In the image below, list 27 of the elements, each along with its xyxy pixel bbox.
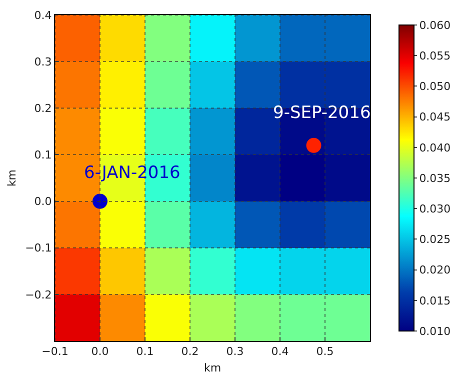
y-tick-label: 0.0: [34, 195, 52, 208]
x-tick-label: 0.2: [181, 345, 199, 358]
color-bar-label: 0.020: [419, 264, 451, 277]
x-tick-label: 0.0: [91, 345, 109, 358]
color-bar-label: 0.045: [419, 110, 451, 124]
x-tick-label: 0.3: [226, 345, 244, 358]
x-tick-label: 0.4: [271, 345, 289, 358]
y-tick-label: 0.2: [34, 102, 52, 115]
y-tick-label: 0.1: [34, 148, 52, 162]
color-bar-label: 0.030: [419, 202, 451, 216]
color-bar-label: 0.060: [419, 18, 451, 32]
color-bar-label: 0.040: [419, 141, 451, 154]
y-axis-title: km: [6, 169, 19, 187]
color-bar-label: 0.015: [419, 294, 451, 308]
annotation: 9-SEP-2016: [273, 103, 371, 123]
y-tick-label: 0.4: [34, 8, 52, 22]
x-tick-label: 0.1: [136, 345, 154, 358]
y-tick-label: 0.3: [34, 55, 52, 68]
color-bar-label: 0.055: [419, 49, 451, 62]
y-tick-label: −0.1: [25, 242, 52, 255]
color-bar-label: 0.025: [419, 233, 451, 246]
color-bar-label: 0.050: [419, 80, 451, 94]
y-tick-label: −0.2: [25, 288, 52, 302]
x-tick-label: 0.5: [316, 345, 334, 358]
color-bar-label: 0.010: [419, 324, 451, 338]
x-axis-title: km: [204, 361, 222, 374]
color-bar-label: 0.035: [419, 172, 451, 185]
